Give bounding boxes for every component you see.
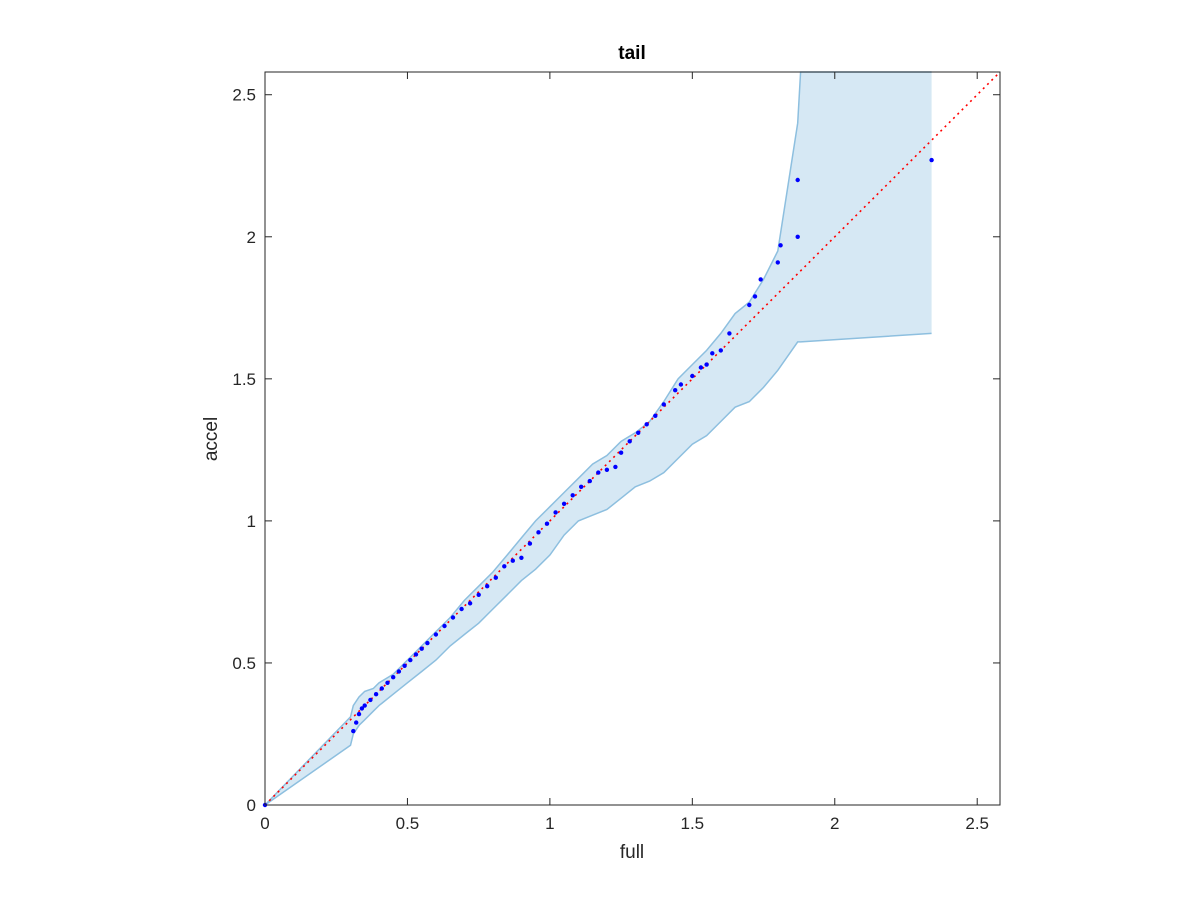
data-point	[587, 478, 592, 484]
data-point	[419, 646, 424, 651]
y-axis-label: accel	[201, 417, 222, 461]
plot-frame	[264, 71, 1001, 806]
x-tick-label: 2.5	[965, 814, 989, 833]
data-point	[690, 373, 695, 379]
data-point	[391, 675, 396, 680]
data-point	[527, 541, 533, 546]
data-point	[929, 157, 934, 163]
data-point	[727, 331, 732, 336]
data-point	[373, 692, 379, 697]
data-point	[485, 584, 490, 589]
data-point	[778, 243, 783, 248]
y-tick-label: 2.5	[232, 86, 256, 105]
data-point	[627, 439, 632, 444]
data-point	[553, 510, 558, 515]
data-point	[351, 728, 356, 734]
data-point	[636, 430, 641, 435]
data-point	[604, 467, 610, 472]
axis-ticks-layer: 0 0.5 1 1.5 2 2.5 0 0.5 1 1.5 2 2.5	[232, 72, 1000, 833]
data-point	[673, 388, 678, 393]
x-tick-label: 1.5	[681, 814, 705, 833]
data-point	[775, 260, 780, 265]
y-tick-label: 1.5	[232, 370, 256, 389]
confidence-band-layer	[264, 71, 932, 806]
data-point	[758, 277, 763, 282]
data-point	[359, 706, 365, 711]
data-point	[519, 555, 524, 560]
data-point	[510, 558, 515, 563]
data-point	[544, 521, 550, 526]
data-point	[795, 177, 800, 183]
x-tick-label: 2	[830, 814, 839, 833]
data-point	[356, 711, 362, 717]
data-points-layer	[262, 157, 934, 808]
x-tick-label: 0.5	[396, 814, 420, 833]
data-point	[710, 351, 715, 356]
data-point	[413, 652, 419, 657]
data-point	[493, 575, 498, 580]
confidence-band-fill	[265, 72, 932, 805]
data-point	[502, 564, 507, 569]
data-point	[442, 623, 447, 629]
data-point	[661, 402, 666, 407]
data-point	[698, 365, 704, 370]
reference-line-layer	[264, 71, 1001, 806]
x-axis-label: full	[620, 842, 644, 863]
y-tick-label: 0.5	[232, 654, 256, 673]
data-point	[795, 234, 800, 239]
data-point	[362, 703, 367, 708]
x-tick-label: 1	[545, 814, 554, 833]
data-point	[379, 686, 384, 691]
data-point	[408, 657, 413, 663]
data-point	[752, 294, 758, 299]
confidence-band-upper-edge	[264, 71, 932, 806]
y-tick-label: 0	[247, 796, 256, 815]
data-point	[385, 680, 390, 685]
data-point	[368, 697, 373, 703]
data-point	[354, 720, 359, 725]
y-tick-label: 2	[247, 228, 256, 247]
data-point	[450, 615, 456, 620]
data-point	[561, 501, 567, 506]
data-point	[704, 362, 709, 367]
y-tick-label: 1	[247, 512, 256, 531]
data-point	[433, 632, 439, 637]
data-point	[596, 470, 601, 475]
data-point	[425, 640, 430, 646]
confidence-band-lower-edge	[264, 332, 932, 806]
data-point	[718, 348, 723, 353]
data-point	[536, 530, 541, 535]
data-point	[618, 450, 624, 455]
chart-title: tail	[618, 43, 645, 64]
x-tick-label: 0	[260, 814, 269, 833]
data-point	[613, 464, 618, 470]
data-point	[402, 663, 407, 668]
data-point	[476, 592, 481, 597]
data-point	[678, 382, 684, 387]
data-point	[459, 606, 464, 612]
data-point	[653, 413, 658, 418]
data-point	[396, 669, 402, 674]
data-point	[644, 422, 649, 427]
data-point	[570, 493, 575, 498]
reference-line	[264, 71, 1001, 806]
data-point	[467, 601, 473, 606]
data-point	[579, 484, 584, 489]
data-point	[747, 302, 752, 308]
